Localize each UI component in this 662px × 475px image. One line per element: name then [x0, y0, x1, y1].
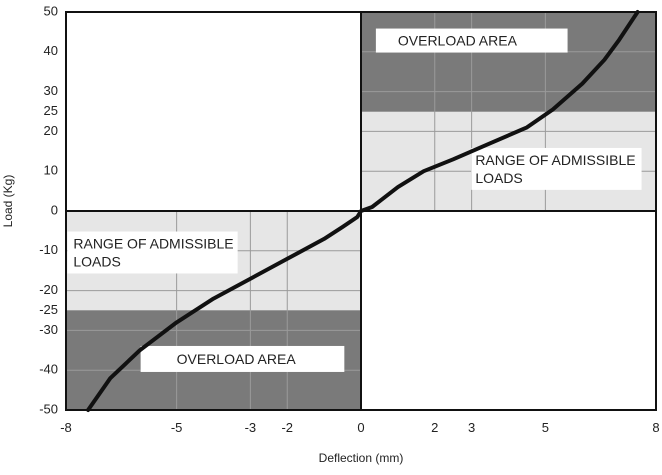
- annotation-label-5: OVERLOAD AREA: [177, 351, 297, 367]
- x-tick-label-1: -5: [171, 420, 183, 435]
- annotation-boxes-layer: [67, 28, 642, 372]
- x-tick-label-8: 8: [652, 420, 659, 435]
- tick-labels-layer: -8 -5 -3 -2 0 2 3 5 85040302520100-10-20-25-30-4…: [39, 3, 659, 435]
- y-tick-label-0: 50: [44, 3, 58, 18]
- x-axis-title: Deflection (mm): [319, 451, 404, 465]
- x-tick-label-0: -8: [60, 420, 72, 435]
- y-tick-label-12: -50: [39, 401, 58, 416]
- annotation-box-3: [140, 345, 345, 372]
- y-tick-label-10: -30: [39, 322, 58, 337]
- y-axis-title: Load (Kg): [1, 175, 15, 228]
- y-tick-label-6: 0: [51, 202, 58, 217]
- annotation-label-0: OVERLOAD AREA: [398, 33, 518, 49]
- load-deflection-curve-0: [86, 10, 640, 412]
- x-tick-label-4: 0: [357, 420, 364, 435]
- x-tick-label-7: 5: [542, 420, 549, 435]
- annotation-label-4: LOADS: [73, 253, 120, 269]
- x-tick-label-2: -3: [245, 420, 257, 435]
- x-tick-label-5: 2: [431, 420, 438, 435]
- y-tick-label-5: 10: [44, 163, 58, 178]
- y-tick-label-11: -40: [39, 362, 58, 377]
- annotation-label-2: LOADS: [475, 170, 522, 186]
- x-tick-label-3: -2: [281, 420, 293, 435]
- annotation-label-1: RANGE OF ADMISSIBLE: [475, 152, 635, 168]
- y-tick-label-8: -20: [39, 282, 58, 297]
- y-tick-label-9: -25: [39, 302, 58, 317]
- annotation-box-0: [375, 28, 568, 53]
- y-tick-label-4: 20: [44, 123, 58, 138]
- y-tick-label-1: 40: [44, 43, 58, 58]
- zone-overload-0: [361, 12, 656, 112]
- curve-layer: [86, 10, 640, 412]
- x-tick-label-6: 3: [468, 420, 475, 435]
- annotation-box-2: [67, 231, 238, 274]
- y-tick-label-2: 30: [44, 83, 58, 98]
- y-tick-label-7: -10: [39, 242, 58, 257]
- annotation-label-3: RANGE OF ADMISSIBLE: [73, 236, 233, 252]
- annotation-box-1: [471, 147, 642, 190]
- y-tick-label-3: 25: [44, 103, 58, 118]
